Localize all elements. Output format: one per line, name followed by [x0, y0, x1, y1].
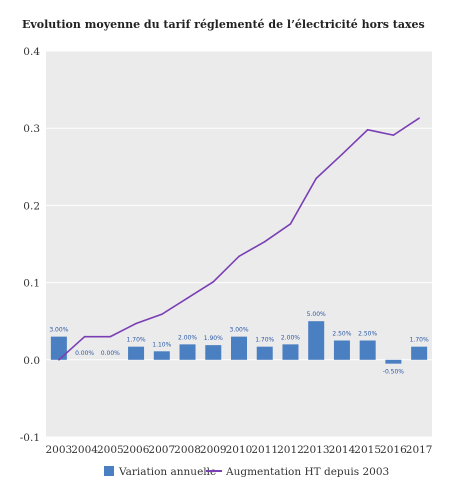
x-tick-label: 2015 [354, 444, 381, 456]
x-tick-label: 2003 [45, 444, 72, 456]
line-point [212, 281, 215, 283]
line-point [186, 297, 189, 299]
line-point [263, 240, 266, 243]
line-point [83, 335, 86, 338]
bar-data-label: 2.00% [281, 334, 300, 341]
bar [179, 344, 196, 360]
bar [411, 346, 428, 360]
y-tick-label: 0.2 [23, 200, 40, 212]
x-tick-label: 2008 [174, 444, 201, 456]
line-point [315, 177, 318, 180]
bar [50, 336, 67, 360]
bar-data-label: 1.90% [204, 335, 223, 342]
legend: Variation annuelle Augmentation HT depuis… [104, 466, 389, 478]
bar [282, 344, 299, 360]
x-tick-label: 2012 [277, 444, 304, 456]
bar [333, 340, 350, 360]
x-tick-label: 2013 [303, 444, 330, 456]
bar [153, 351, 170, 360]
line-point [392, 134, 395, 136]
legend-label-bar: Variation annuelle [118, 466, 216, 478]
x-tick-label: 2017 [406, 444, 433, 456]
bar-data-label: 1.70% [410, 337, 429, 344]
bar-data-label: 0.00% [101, 350, 120, 357]
bar-data-label: 0.00% [75, 350, 94, 357]
bar [231, 336, 247, 360]
line-point [289, 223, 292, 225]
line-point [341, 153, 343, 156]
bar-data-label: 3.00% [229, 327, 248, 334]
bar-data-label: 1.70% [127, 337, 146, 344]
bar-series [50, 321, 428, 364]
x-tick-label: 2010 [226, 444, 253, 456]
line-point [366, 128, 369, 131]
chart-title: Evolution moyenne du tarif réglementé de… [22, 18, 425, 31]
legend-label-line: Augmentation HT depuis 2003 [225, 466, 389, 478]
x-tick-label: 2005 [97, 444, 124, 456]
x-tick-label: 2007 [148, 444, 175, 456]
y-tick-label: 0.1 [23, 278, 40, 290]
y-tick-label: -0.1 [20, 432, 40, 444]
x-tick-label: 2011 [251, 444, 278, 456]
bar-data-label: 5.00% [307, 311, 326, 318]
bar [256, 346, 273, 360]
bar [359, 340, 376, 360]
x-tick-label: 2004 [71, 444, 98, 456]
bar [128, 346, 145, 360]
bar-data-label: 2.50% [358, 331, 377, 338]
plot-background [46, 51, 432, 437]
line-point [135, 322, 137, 325]
bar [308, 321, 325, 360]
bar [385, 359, 402, 364]
y-axis-ticks: -0.1 0.0 0.1 0.2 0.3 0.4 [20, 46, 41, 444]
x-tick-label: 2014 [329, 444, 356, 456]
bar-data-label: 2.00% [178, 334, 197, 341]
legend-swatch-bar [104, 466, 114, 476]
line-point [418, 117, 420, 119]
bar-data-label: 1.10% [152, 341, 171, 348]
line-series [58, 117, 420, 361]
bar-data-label: 3.00% [49, 327, 68, 334]
line-point [109, 335, 112, 338]
bar-data-label: 1.70% [255, 337, 274, 344]
y-tick-label: 0.4 [23, 46, 40, 58]
bar [205, 345, 222, 360]
y-tick-label: 0.0 [23, 355, 40, 367]
x-axis-ticks: 2003200420052006200720082009201020112012… [45, 444, 432, 456]
x-tick-label: 2006 [123, 444, 150, 456]
bar-data-label: 2.50% [332, 331, 351, 338]
x-tick-label: 2009 [200, 444, 227, 456]
bar-data-label: -0.50% [383, 369, 405, 376]
line-point [58, 359, 60, 361]
bar-data-labels: 3.00% 0.00% 0.00% 1.70% 1.10% 2.00% 1.90% 3.00%… [49, 311, 429, 375]
x-tick-label: 2016 [380, 444, 407, 456]
line-point [161, 313, 163, 316]
y-tick-label: 0.3 [23, 123, 40, 135]
line-point [238, 255, 240, 258]
